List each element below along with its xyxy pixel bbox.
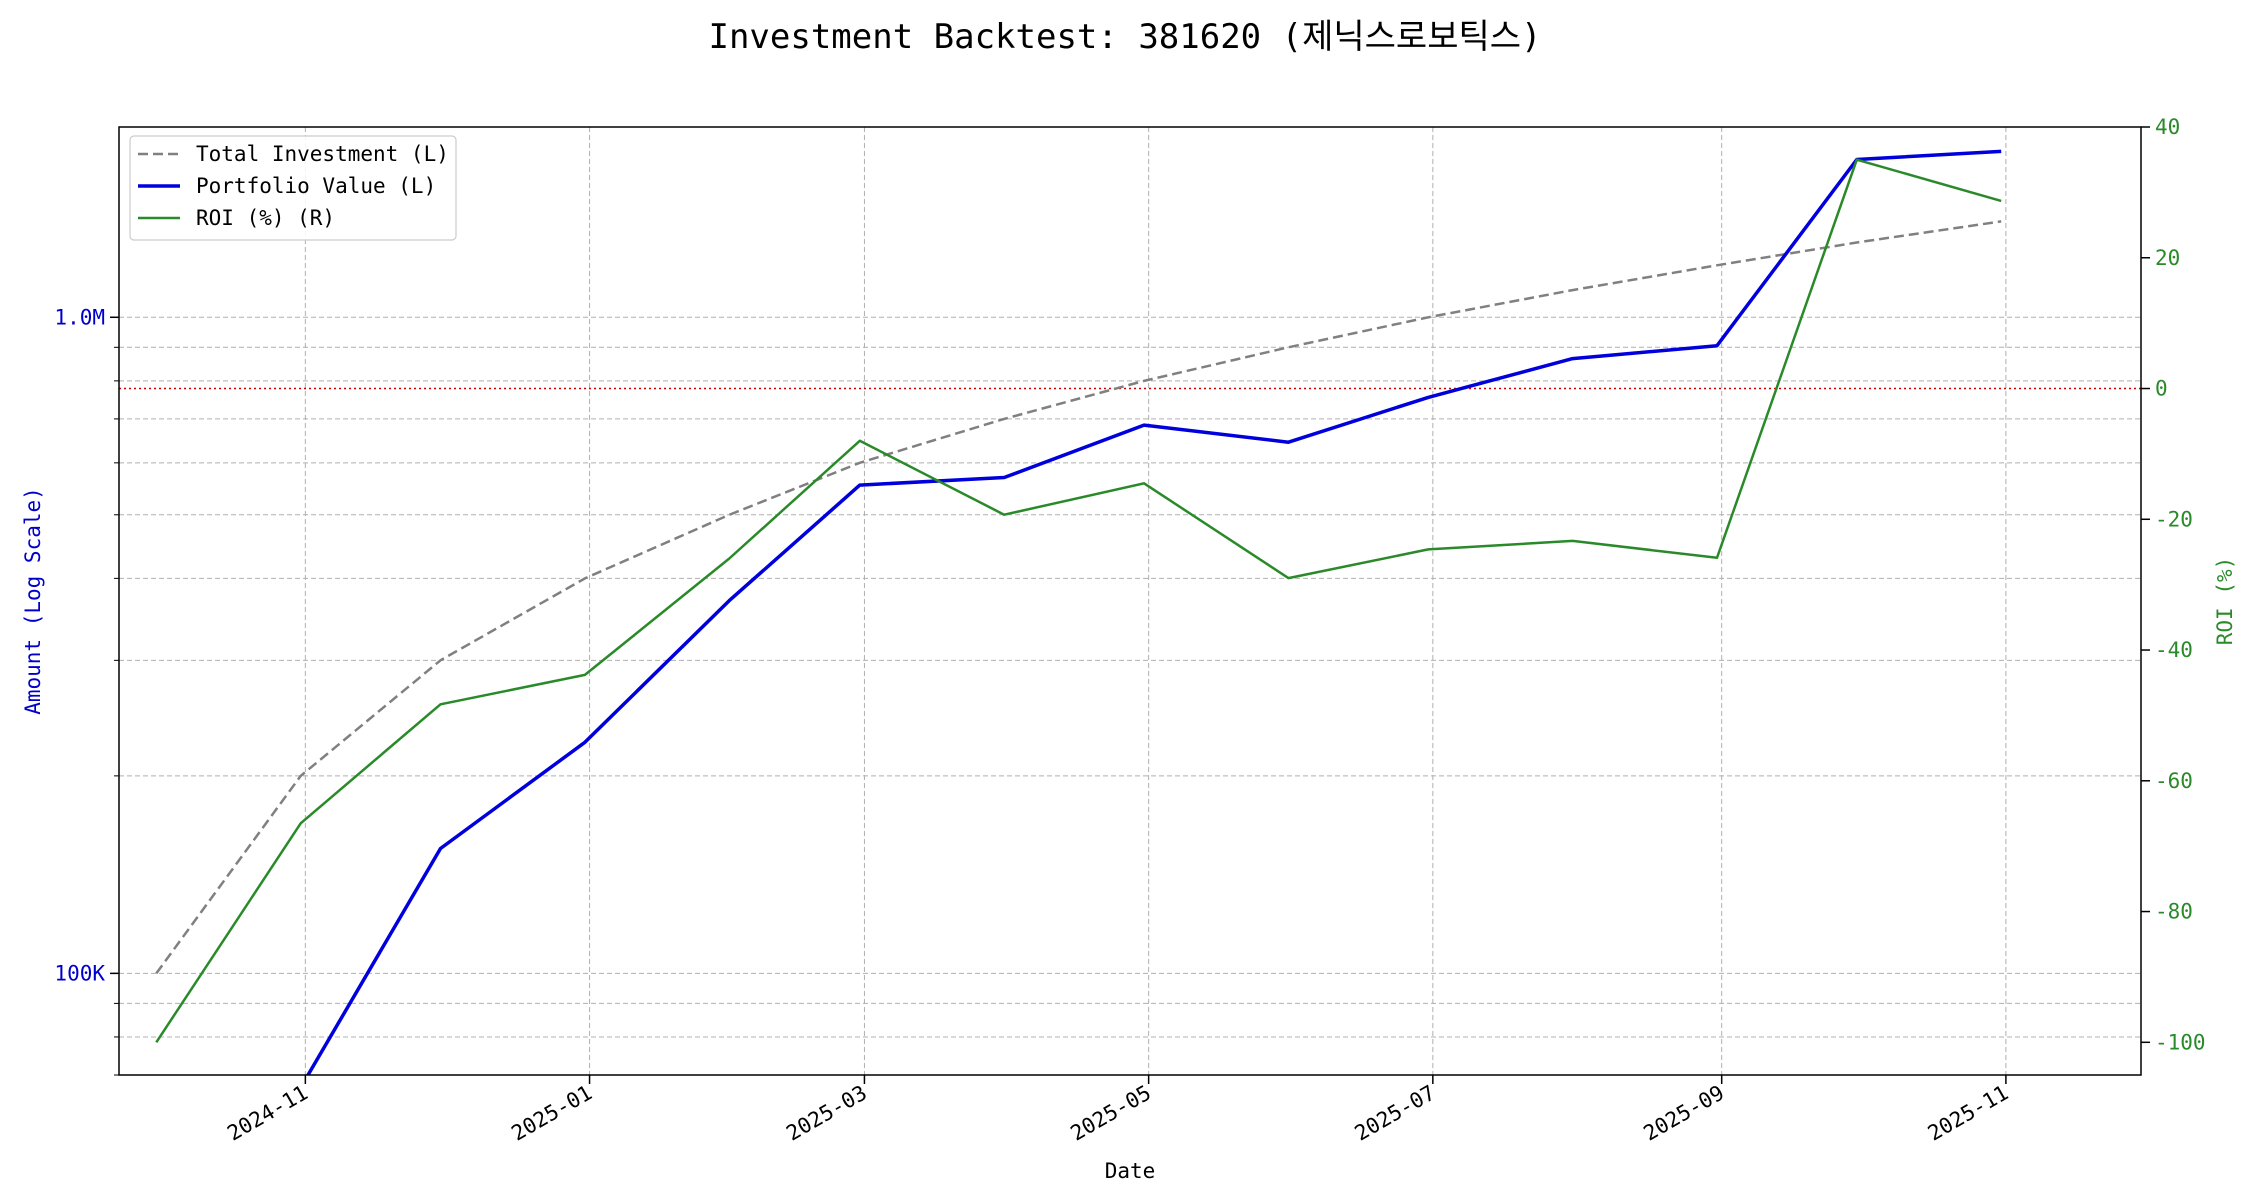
legend-label: ROI (%) (R): [196, 206, 335, 230]
right-tick-label: -80: [2155, 900, 2193, 924]
right-axis: 40 20 0 -20 -40 -60 -80 -100: [2141, 115, 2206, 1054]
right-tick-label: 20: [2155, 246, 2180, 270]
grid: [119, 127, 2141, 1076]
chart-title: Investment Backtest: 381620 (제닉스로보틱스): [708, 17, 1541, 57]
x-axis: 2024-11 2025-01 2025-03 2025-05 2025-07 2025-…: [223, 1075, 2012, 1146]
plot-frame: [118, 126, 2142, 1076]
legend-box: [129, 135, 457, 241]
series-portfolio-value-l: [305, 149, 2002, 1075]
right-tick-label: -20: [2155, 507, 2193, 531]
right-tick-label: 0: [2155, 377, 2168, 401]
x-tick-label: 2025-05: [1066, 1081, 1155, 1146]
right-tick-label: 40: [2155, 115, 2180, 139]
x-tick-label: 2024-11: [223, 1081, 312, 1146]
left-tick-label: 100K: [54, 961, 105, 985]
left-tick-label: 1.0M: [54, 305, 105, 329]
right-tick-label: -40: [2155, 638, 2193, 662]
x-axis-label: Date: [1105, 1159, 1156, 1183]
x-tick-label: 2025-11: [1924, 1081, 2013, 1146]
legend-label: Portfolio Value (L): [196, 174, 436, 198]
x-tick-label: 2025-09: [1640, 1081, 1729, 1146]
right-axis-label: ROI (%): [2213, 557, 2237, 646]
legend-label: Total Investment (L): [196, 142, 449, 166]
x-tick-label: 2025-01: [507, 1081, 596, 1146]
left-axis: 100K 1.0M: [54, 305, 119, 1076]
legend: Total Investment (L) Portfolio Value (L) R…: [129, 135, 457, 241]
left-axis-label: Amount (Log Scale): [21, 487, 45, 715]
right-tick-label: -100: [2155, 1030, 2206, 1054]
x-tick-label: 2025-07: [1351, 1081, 1440, 1146]
series-roi-r: [155, 158, 2002, 1043]
x-tick-label: 2025-03: [782, 1081, 871, 1146]
right-tick-label: -60: [2155, 769, 2193, 793]
series-total-investment-l: [155, 220, 2002, 975]
series-lines: [155, 149, 2002, 1075]
